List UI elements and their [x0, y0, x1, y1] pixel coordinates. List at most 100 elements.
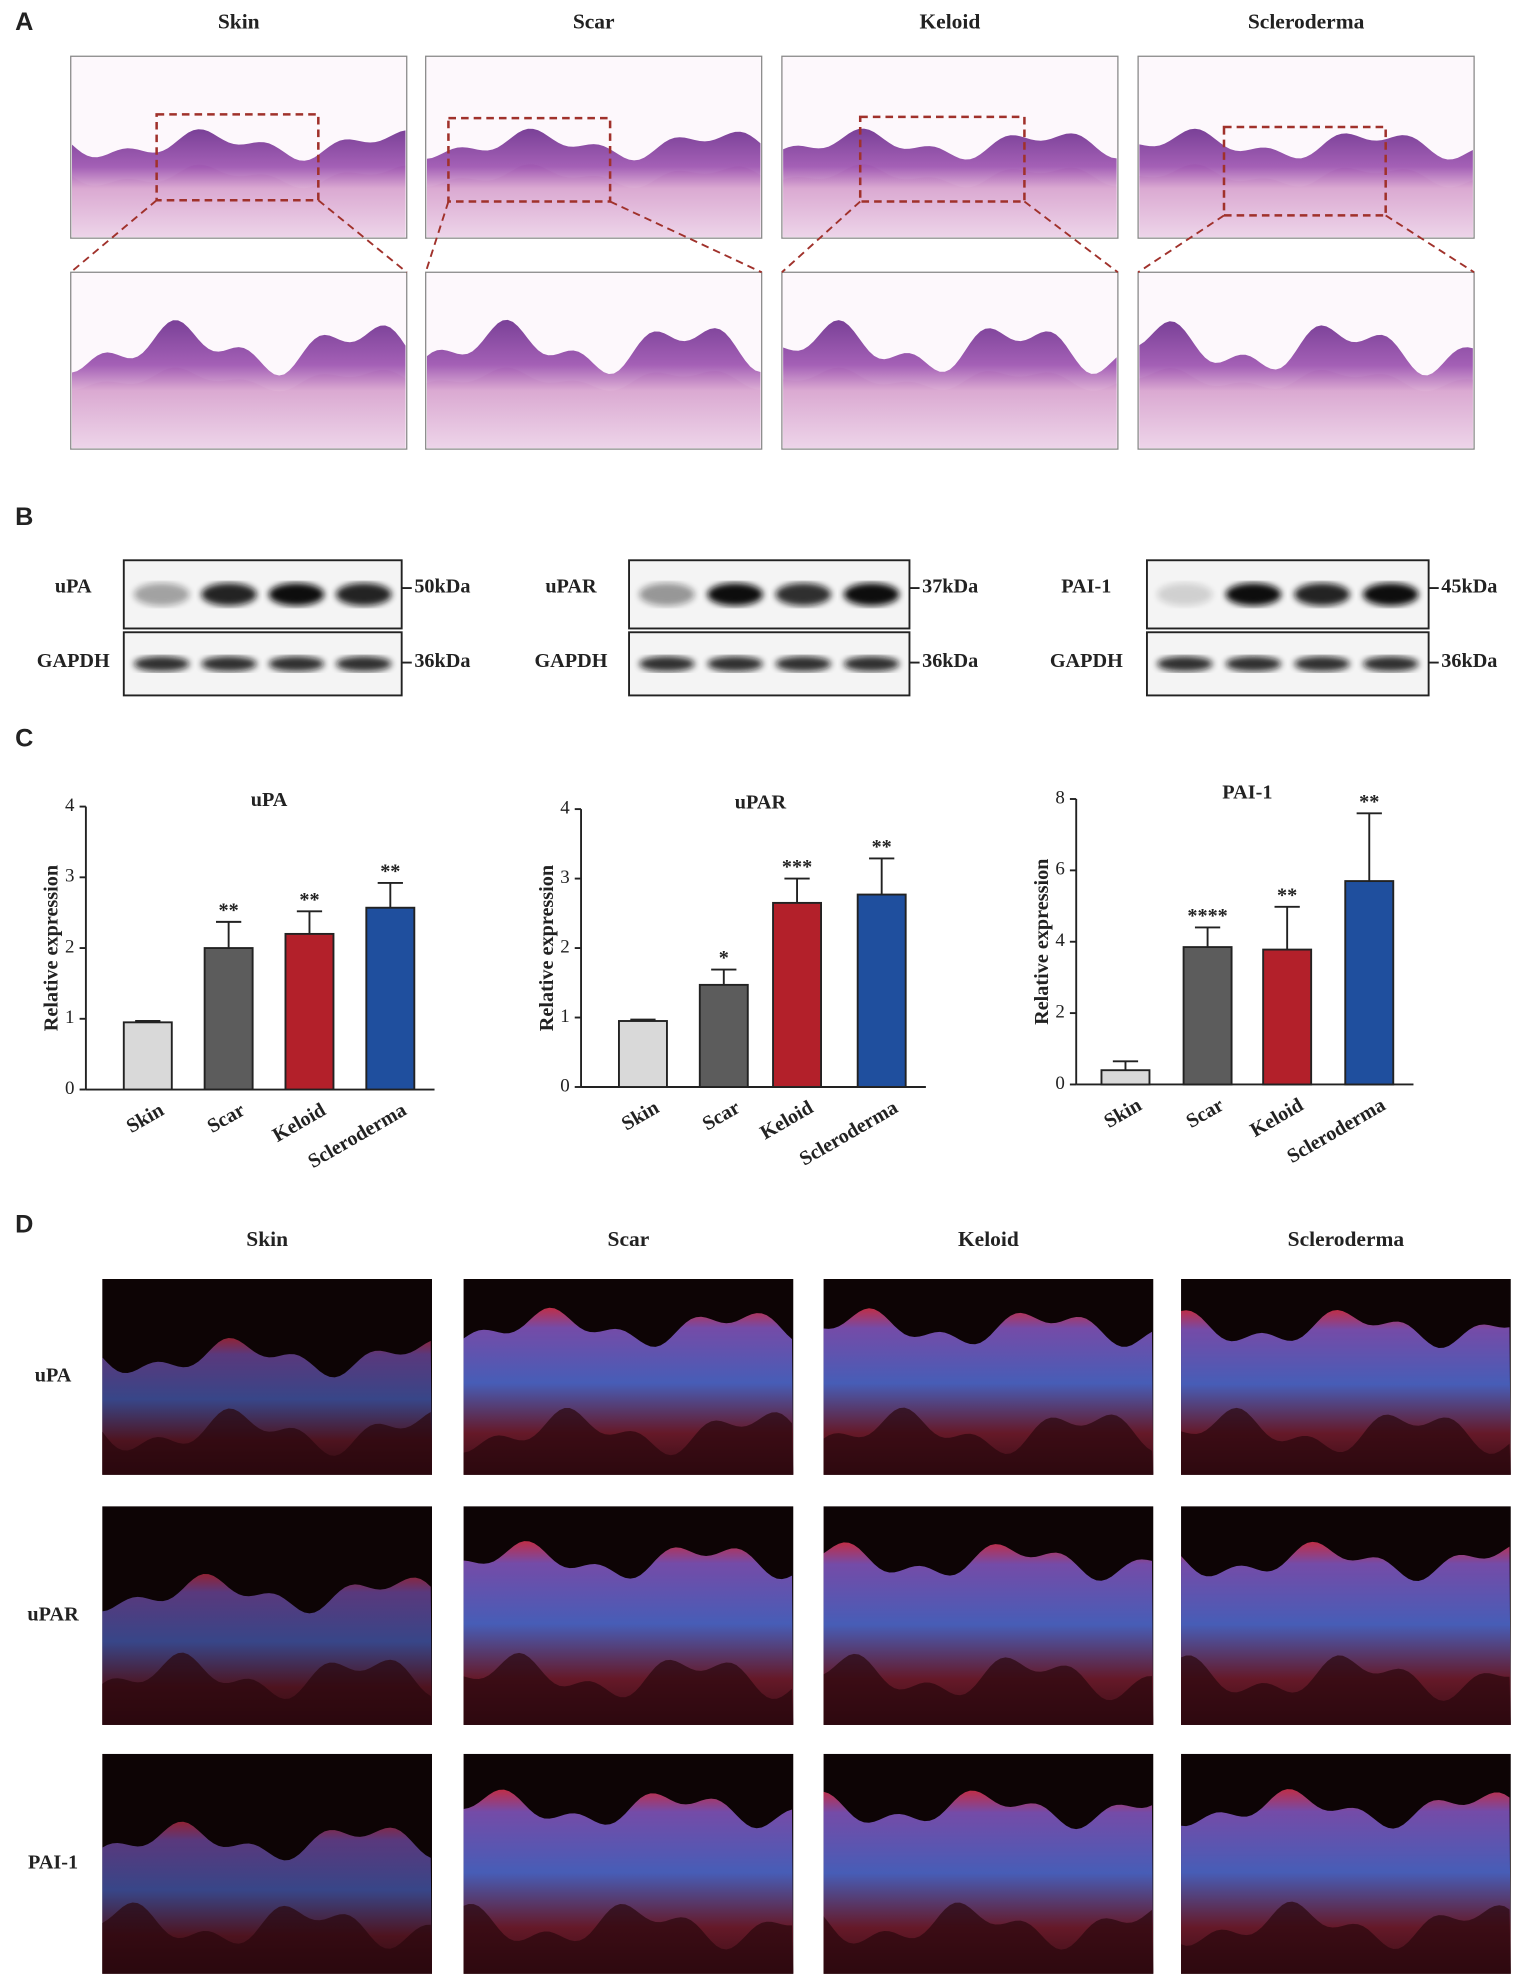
bar: [856, 893, 907, 1088]
bar: [1100, 1069, 1151, 1086]
y-tick-label: 2: [1055, 1001, 1064, 1022]
y-tick-label: 0: [65, 1078, 74, 1099]
size-label: 36kDa: [414, 650, 470, 672]
x-tick-label: Scar: [699, 1096, 744, 1135]
significance: **: [1359, 791, 1379, 813]
column-title: Keloid: [958, 1227, 1019, 1251]
y-axis-label: Relative expression: [1031, 859, 1053, 1025]
bar: [122, 1021, 173, 1091]
significance: **: [219, 899, 239, 921]
epidermis: [783, 320, 1117, 448]
band: [268, 656, 325, 672]
band: [201, 656, 257, 672]
bar: [1182, 946, 1233, 1086]
y-tick-label: 1: [65, 1007, 74, 1028]
blot-label: uPA: [55, 576, 92, 598]
y-tick-label: 3: [65, 866, 74, 887]
bar: [698, 983, 749, 1088]
band: [133, 656, 190, 672]
zoom-line: [609, 200, 763, 274]
row-label: uPA: [35, 1365, 72, 1387]
band: [133, 583, 190, 606]
panel-label: C: [15, 724, 33, 752]
tissue-stain: [463, 1789, 794, 1974]
tissue-dermis: [463, 1407, 794, 1475]
panel-label: A: [15, 8, 33, 36]
band: [1294, 583, 1350, 606]
zoom-line: [1137, 214, 1225, 274]
epidermis: [426, 128, 761, 237]
chart-title: uPA: [251, 789, 288, 811]
x-tick-label: Keloid: [269, 1099, 330, 1147]
column-title: Scleroderma: [1248, 9, 1365, 33]
blot-label: GAPDH: [534, 650, 607, 672]
column-title: Scleroderma: [1288, 1227, 1405, 1251]
significance: **: [1277, 884, 1297, 906]
size-label: 37kDa: [922, 576, 978, 598]
band: [1157, 656, 1213, 672]
band: [336, 656, 392, 672]
zoom-line: [1023, 200, 1119, 274]
bar: [284, 932, 335, 1091]
y-tick-label: 2: [560, 936, 569, 957]
tissue-dermis: [463, 1652, 794, 1725]
size-label: 36kDa: [922, 650, 978, 672]
band: [1225, 656, 1282, 672]
zoom-line: [317, 199, 408, 273]
zoom-box: [447, 116, 612, 203]
band: [1294, 656, 1350, 672]
size-label: 50kDa: [414, 576, 470, 598]
tissue-stain: [1181, 1541, 1511, 1725]
significance: **: [299, 889, 319, 911]
x-tick-label: Skin: [123, 1099, 168, 1138]
column-title: Scar: [573, 9, 615, 33]
blot-label: GAPDH: [37, 650, 110, 672]
chart-title: PAI-1: [1222, 782, 1272, 804]
band: [843, 656, 900, 672]
size-label: 45kDa: [1441, 576, 1497, 598]
size-label: 36kDa: [1441, 650, 1497, 672]
zoom-line: [70, 199, 158, 273]
tissue-dermis: [102, 1408, 432, 1475]
x-tick-label: Scar: [204, 1099, 249, 1138]
tissue-dermis: [102, 1652, 432, 1725]
panel-label: D: [15, 1211, 33, 1239]
panel-label: B: [15, 503, 33, 531]
band: [201, 583, 257, 606]
y-tick-label: 0: [560, 1075, 569, 1096]
tissue-stain: [102, 1337, 432, 1475]
bar: [1262, 948, 1313, 1086]
y-tick-label: 0: [1055, 1073, 1064, 1094]
row-label: PAI-1: [28, 1851, 78, 1873]
significance: **: [872, 836, 892, 858]
blot-label: GAPDH: [1050, 650, 1123, 672]
x-tick-label: Skin: [1100, 1094, 1145, 1133]
y-tick-label: 4: [560, 797, 570, 818]
band: [707, 656, 763, 672]
y-tick-label: 4: [65, 795, 75, 816]
band: [775, 656, 832, 672]
column-title: Skin: [246, 1227, 288, 1251]
tissue-dermis: [823, 1902, 1154, 1974]
band: [1362, 583, 1419, 606]
zoom-line: [781, 200, 861, 273]
significance: **: [380, 861, 400, 883]
x-tick-label: Skin: [618, 1097, 663, 1136]
band: [707, 583, 763, 606]
band: [1362, 656, 1419, 672]
epidermis: [426, 319, 761, 448]
band: [336, 583, 392, 606]
band: [843, 583, 900, 606]
y-axis-label: Relative expression: [41, 865, 63, 1031]
bar: [365, 906, 416, 1091]
epidermis: [1139, 321, 1473, 448]
bar: [1344, 880, 1395, 1086]
tissue-dermis: [1181, 1407, 1511, 1475]
tissue-dermis: [102, 1902, 432, 1974]
epidermis: [72, 320, 406, 448]
y-tick-label: 8: [1055, 787, 1064, 808]
bar: [618, 1020, 668, 1088]
band: [775, 583, 832, 606]
y-tick-label: 2: [65, 936, 74, 957]
